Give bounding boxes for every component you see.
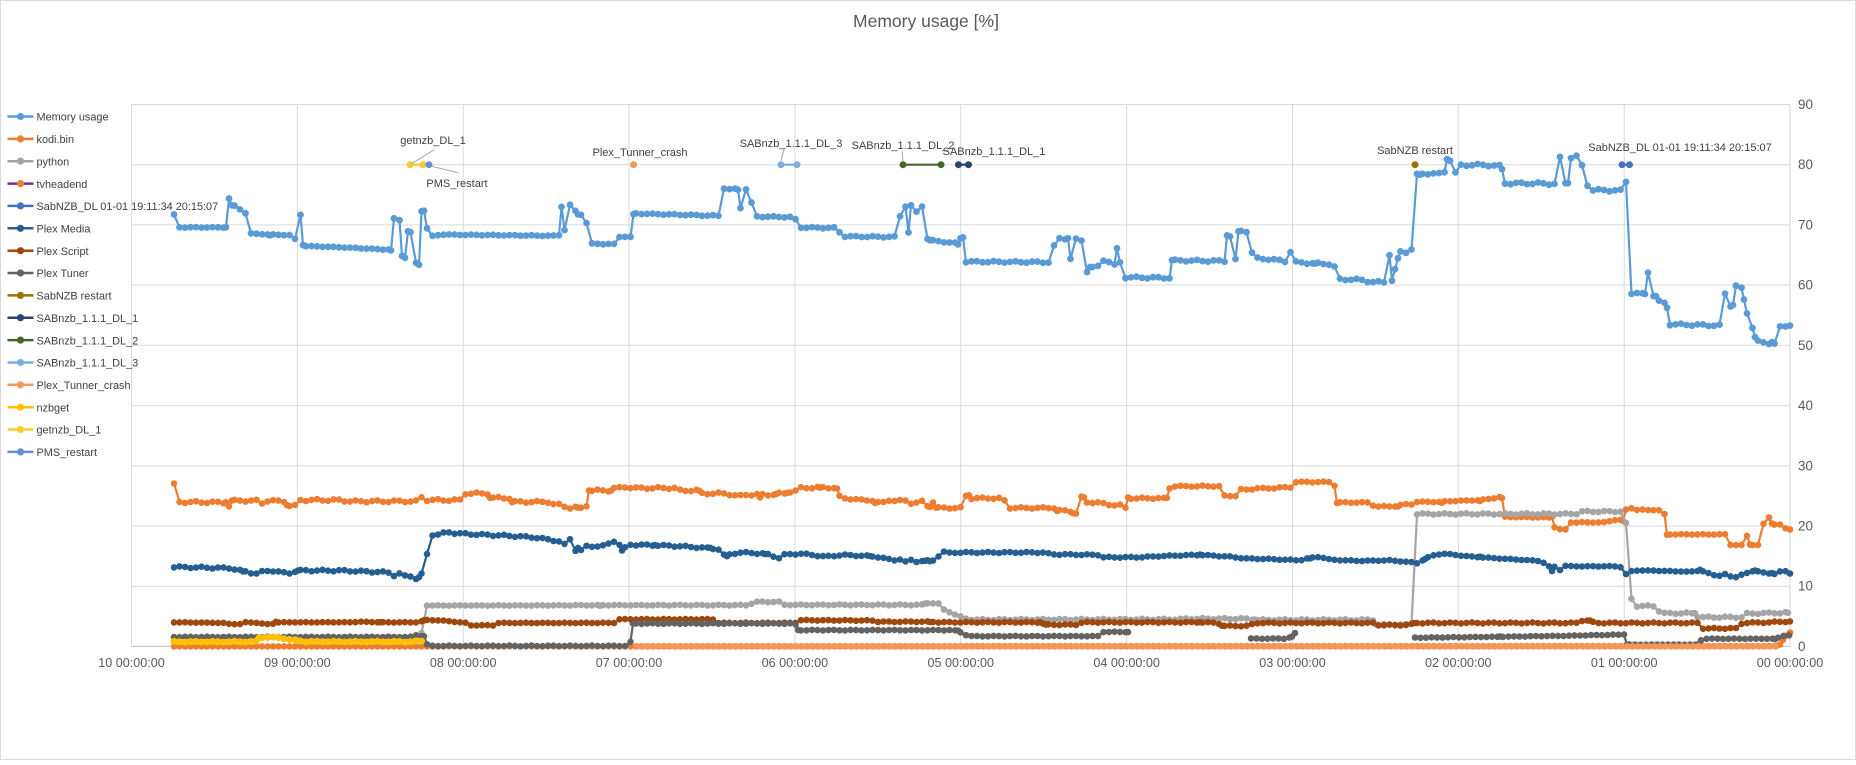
svg-text:SABnzb_1.1.1_DL_3: SABnzb_1.1.1_DL_3 — [37, 358, 139, 370]
svg-text:60: 60 — [1798, 278, 1813, 293]
svg-text:SABnzb_1.1.1_DL_3: SABnzb_1.1.1_DL_3 — [740, 138, 843, 150]
svg-text:0: 0 — [1798, 639, 1805, 654]
svg-text:SabNZB_DL 01-01 19:11:34 20:15: SabNZB_DL 01-01 19:11:34 20:15:07 — [1588, 142, 1771, 154]
svg-text:Memory usage [%]: Memory usage [%] — [853, 11, 999, 31]
svg-text:Plex Tuner: Plex Tuner — [37, 268, 89, 280]
svg-text:PMS_restart: PMS_restart — [426, 178, 487, 190]
svg-text:02 00:00:00: 02 00:00:00 — [1425, 656, 1492, 670]
svg-text:kodi.bin: kodi.bin — [37, 134, 75, 146]
svg-text:tvheadend: tvheadend — [37, 179, 88, 191]
svg-text:07 00:00:00: 07 00:00:00 — [596, 656, 663, 670]
svg-text:09 00:00:00: 09 00:00:00 — [264, 656, 331, 670]
svg-text:Plex Script: Plex Script — [37, 246, 89, 258]
svg-text:70: 70 — [1798, 217, 1813, 232]
svg-text:SabNZB restart: SabNZB restart — [37, 291, 112, 303]
svg-text:Plex Media: Plex Media — [37, 224, 92, 236]
svg-text:SABnzb_1.1.1_DL_2: SABnzb_1.1.1_DL_2 — [37, 335, 139, 347]
svg-text:08 00:00:00: 08 00:00:00 — [430, 656, 497, 670]
svg-text:Plex_Tunner_crash: Plex_Tunner_crash — [593, 147, 688, 159]
svg-text:80: 80 — [1798, 157, 1813, 172]
svg-text:Plex_Tunner_crash: Plex_Tunner_crash — [37, 380, 131, 392]
svg-text:PMS_restart: PMS_restart — [37, 447, 98, 459]
svg-text:SABnzb_1.1.1_DL_2: SABnzb_1.1.1_DL_2 — [852, 140, 955, 152]
svg-text:04 00:00:00: 04 00:00:00 — [1093, 656, 1160, 670]
svg-text:SabNZB_DL 01-01 19:11:34 20:15: SabNZB_DL 01-01 19:11:34 20:15:07 — [37, 201, 219, 213]
svg-text:90: 90 — [1798, 97, 1813, 112]
svg-text:20: 20 — [1798, 519, 1813, 534]
svg-text:SabNZB restart: SabNZB restart — [1377, 145, 1453, 157]
svg-text:python: python — [37, 156, 70, 168]
svg-text:getnzb_DL_1: getnzb_DL_1 — [37, 425, 102, 437]
svg-text:03 00:00:00: 03 00:00:00 — [1259, 656, 1326, 670]
svg-text:getnzb_DL_1: getnzb_DL_1 — [400, 135, 465, 147]
svg-text:01 00:00:00: 01 00:00:00 — [1591, 656, 1658, 670]
svg-text:10: 10 — [1798, 579, 1813, 594]
svg-text:05 00:00:00: 05 00:00:00 — [928, 656, 995, 670]
svg-text:30: 30 — [1798, 458, 1813, 473]
svg-text:50: 50 — [1798, 338, 1813, 353]
svg-text:06 00:00:00: 06 00:00:00 — [762, 656, 829, 670]
svg-text:SABnzb_1.1.1_DL_1: SABnzb_1.1.1_DL_1 — [943, 146, 1046, 158]
svg-text:40: 40 — [1798, 398, 1813, 413]
svg-text:10 00:00:00: 10 00:00:00 — [98, 656, 165, 670]
svg-text:00 00:00:00: 00 00:00:00 — [1757, 656, 1824, 670]
svg-text:Memory usage: Memory usage — [37, 112, 109, 124]
svg-text:nzbget: nzbget — [37, 402, 70, 414]
svg-text:SABnzb_1.1.1_DL_1: SABnzb_1.1.1_DL_1 — [37, 313, 139, 325]
